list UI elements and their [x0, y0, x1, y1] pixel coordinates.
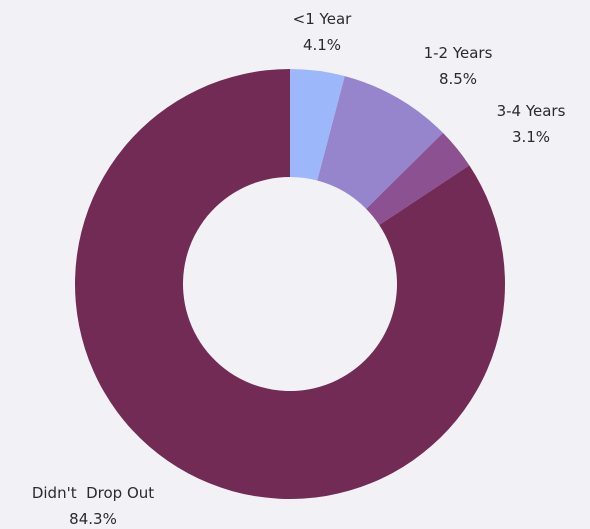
label-group-1-2-years: 1-2 Years 8.5% [424, 44, 493, 88]
slice-1-year [290, 69, 345, 181]
donut-slices [75, 69, 506, 499]
label-group-1-year: <1 Year 4.1% [293, 10, 352, 54]
category-label: 3-4 Years [497, 102, 566, 120]
category-label: 1-2 Years [424, 44, 493, 62]
value-label: 3.1% [512, 128, 550, 146]
slice-3-4-years [366, 132, 470, 225]
slice-1-2-years [317, 76, 443, 209]
value-label: 84.3% [69, 510, 117, 525]
label-group-3-4-years: 3-4 Years 3.1% [497, 102, 566, 146]
category-label: <1 Year [293, 10, 352, 28]
category-label: Didn't Drop Out [32, 484, 154, 502]
label-group-didn-t-drop-out: Didn't Drop Out 84.3% [32, 484, 154, 528]
slice-labels: <1 Year 4.1% 1-2 Years 8.5% 3-4 Years 3.1% Did… [32, 10, 566, 528]
value-label: 8.5% [439, 70, 477, 88]
value-label: 4.1% [303, 36, 341, 54]
slice-didn-t-drop-out [75, 69, 506, 499]
